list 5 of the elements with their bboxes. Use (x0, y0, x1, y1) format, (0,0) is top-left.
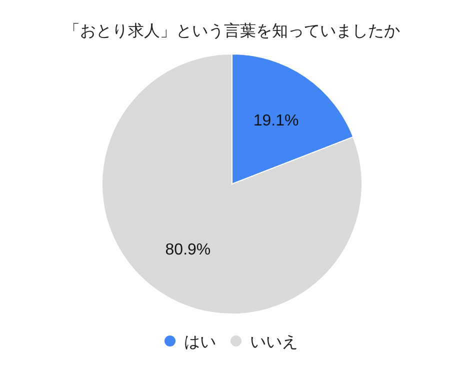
legend-label: はい (184, 334, 216, 351)
data-label: 80.9% (165, 241, 211, 258)
data-label: 19.1% (253, 112, 299, 130)
chart-title: 「おとり求人」という言葉を知っていましたか (64, 22, 400, 40)
legend-label: いいえ (250, 334, 298, 351)
